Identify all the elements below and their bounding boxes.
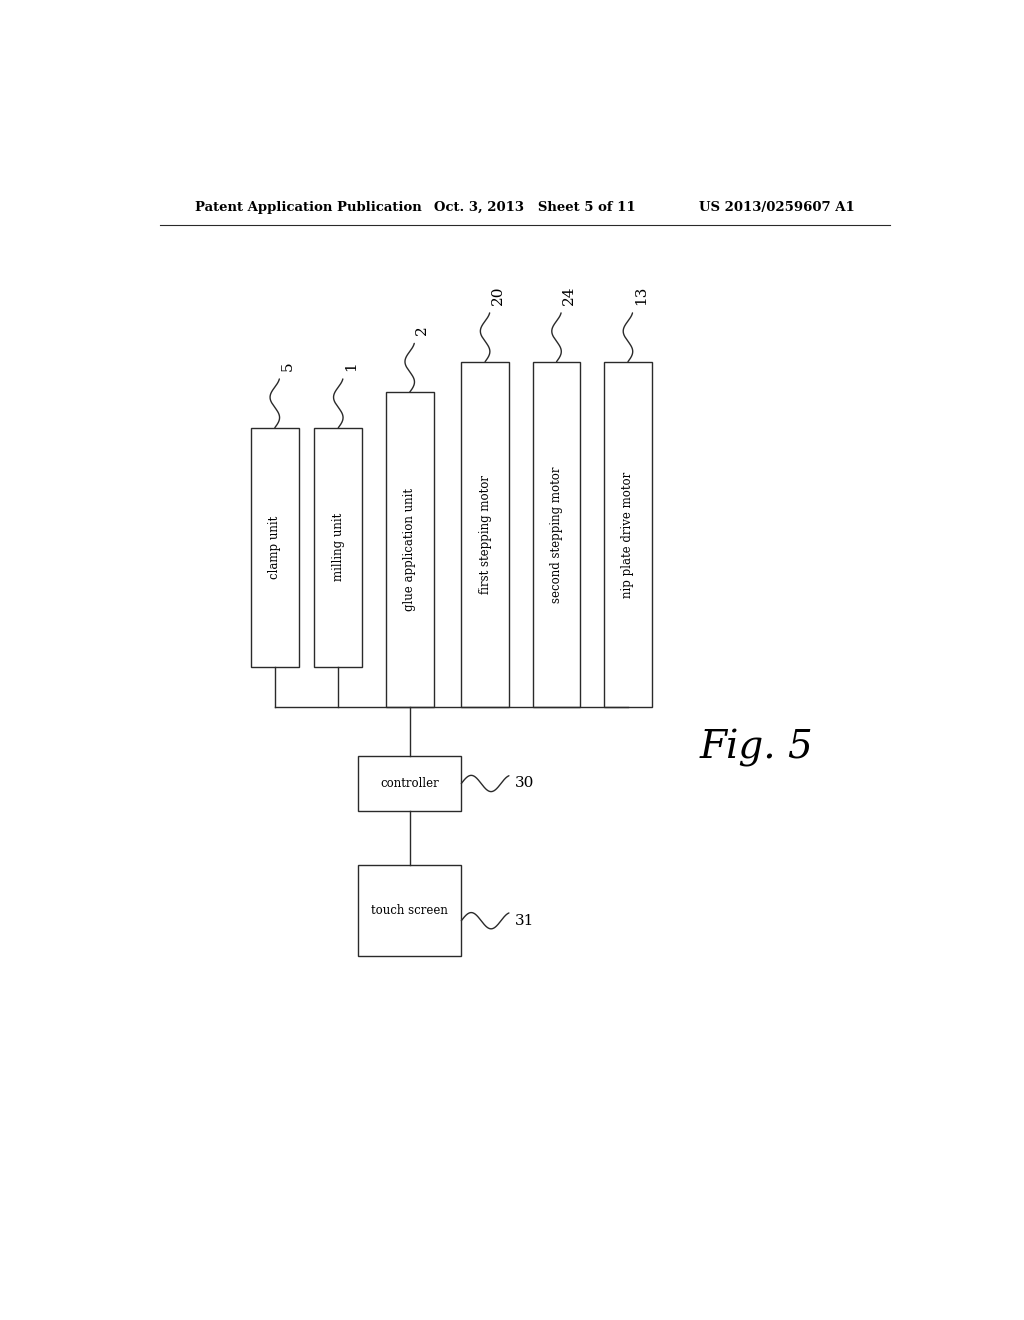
Text: touch screen: touch screen [372,904,449,917]
Bar [532,362,581,708]
Text: 20: 20 [490,285,505,305]
Bar [358,755,461,812]
Text: clamp unit: clamp unit [268,516,282,578]
Bar [604,362,651,708]
Text: 2: 2 [416,326,429,335]
Text: US 2013/0259607 A1: US 2013/0259607 A1 [699,201,855,214]
Bar [462,362,509,708]
Text: controller: controller [380,777,439,789]
Text: 30: 30 [515,776,535,791]
Text: 31: 31 [515,913,535,928]
Text: 24: 24 [562,285,577,305]
Bar [251,428,299,667]
Text: Oct. 3, 2013   Sheet 5 of 11: Oct. 3, 2013 Sheet 5 of 11 [433,201,635,214]
Bar [314,428,362,667]
Text: first stepping motor: first stepping motor [478,475,492,594]
Text: milling unit: milling unit [332,513,345,581]
Bar [358,865,461,956]
Text: 1: 1 [344,362,358,371]
Text: Fig. 5: Fig. 5 [699,729,813,767]
Text: Patent Application Publication: Patent Application Publication [196,201,422,214]
Text: nip plate drive motor: nip plate drive motor [622,471,635,598]
Text: 13: 13 [634,285,647,305]
Text: glue application unit: glue application unit [403,488,416,611]
Text: second stepping motor: second stepping motor [550,466,563,603]
Text: 5: 5 [281,362,295,371]
Bar [386,392,433,708]
